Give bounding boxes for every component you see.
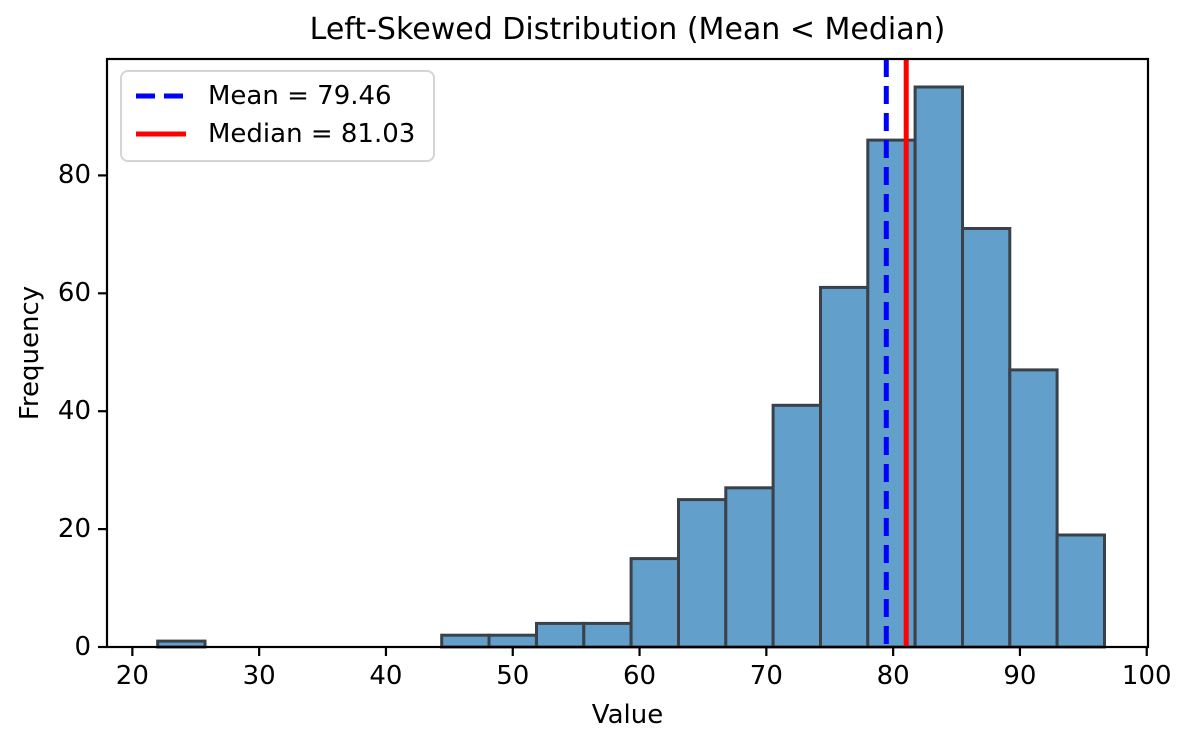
y-tick-label: 0 [74,632,91,662]
histogram-bar [582,621,633,649]
histogram-bar [535,621,586,649]
mean-line-sample-icon [136,93,186,99]
histogram-bar [913,85,964,649]
x-tick-label: 80 [876,661,910,691]
x-axis-label: Value [591,700,664,730]
histogram-bar [724,486,775,649]
axes-border [105,57,1150,649]
legend-label-median: Median = 81.03 [208,119,416,149]
x-tick-label: 30 [242,661,276,691]
chart-title: Left-Skewed Distribution (Mean < Median) [309,12,946,47]
x-tick-label: 20 [115,661,149,691]
histogram-bar [629,557,680,649]
histogram-bar [1008,368,1059,649]
x-tick-label: 60 [622,661,657,691]
histogram-bar [1055,533,1106,649]
legend-item-mean: Mean = 79.46 [136,80,415,112]
x-tick-label: 100 [1121,661,1172,691]
y-tick-label: 20 [57,514,91,545]
histogram-bar [440,633,491,649]
y-tick-label: 40 [57,396,91,427]
histogram-bar [677,498,728,649]
x-tick-label: 50 [496,661,530,691]
y-tick-label: 80 [57,160,91,191]
legend: Mean = 79.46 Median = 81.03 [120,70,436,162]
histogram-bar [819,285,870,649]
histogram-bar [771,403,822,649]
histogram-bar [961,227,1012,649]
x-tick-label: 90 [1003,661,1037,691]
x-tick-label: 70 [749,661,783,691]
legend-item-median: Median = 81.03 [136,118,415,150]
legend-label-mean: Mean = 79.46 [208,81,392,111]
histogram-bar [487,633,538,649]
median-line-sample-icon [136,131,186,137]
x-tick-label: 40 [369,661,403,691]
y-tick-label: 60 [57,278,91,309]
